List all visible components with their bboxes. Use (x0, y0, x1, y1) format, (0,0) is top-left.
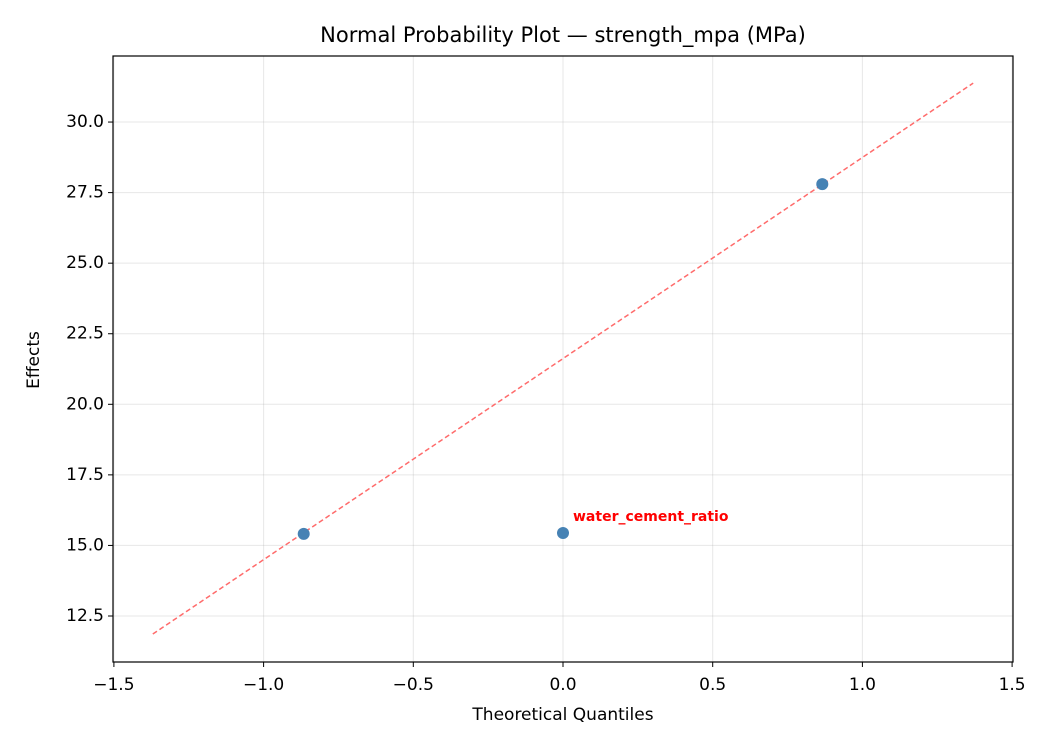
plot-frame (112, 55, 1014, 663)
x-tick-label: −1.5 (93, 675, 134, 695)
annotation: water_cement_ratio (573, 509, 729, 525)
x-tick-label: 0.5 (699, 675, 726, 695)
x-tick-label: 1.5 (999, 675, 1026, 695)
y-tick-label: 25.0 (66, 253, 104, 273)
data-point (557, 527, 569, 540)
y-axis-label: Effects (24, 331, 44, 389)
data-point (816, 178, 829, 191)
x-tick-label: 0.0 (549, 675, 576, 695)
y-tick-label: 22.5 (66, 324, 104, 344)
x-tick-label: 1.0 (849, 675, 876, 695)
reference-line (152, 82, 974, 635)
y-tick-label: 12.5 (66, 606, 104, 626)
chart-title: Normal Probability Plot — strength_mpa (… (320, 23, 806, 48)
y-tick-label: 17.5 (66, 465, 104, 485)
y-tick-label: 27.5 (66, 183, 104, 203)
y-tick-label: 15.0 (66, 535, 104, 555)
x-tick-label: −1.0 (243, 675, 284, 695)
y-tick-label: 30.0 (66, 112, 104, 132)
data-point (297, 527, 310, 540)
y-tick-label: 20.0 (66, 394, 104, 414)
x-axis-label: Theoretical Quantiles (471, 705, 653, 725)
x-tick-label: −0.5 (393, 675, 434, 695)
